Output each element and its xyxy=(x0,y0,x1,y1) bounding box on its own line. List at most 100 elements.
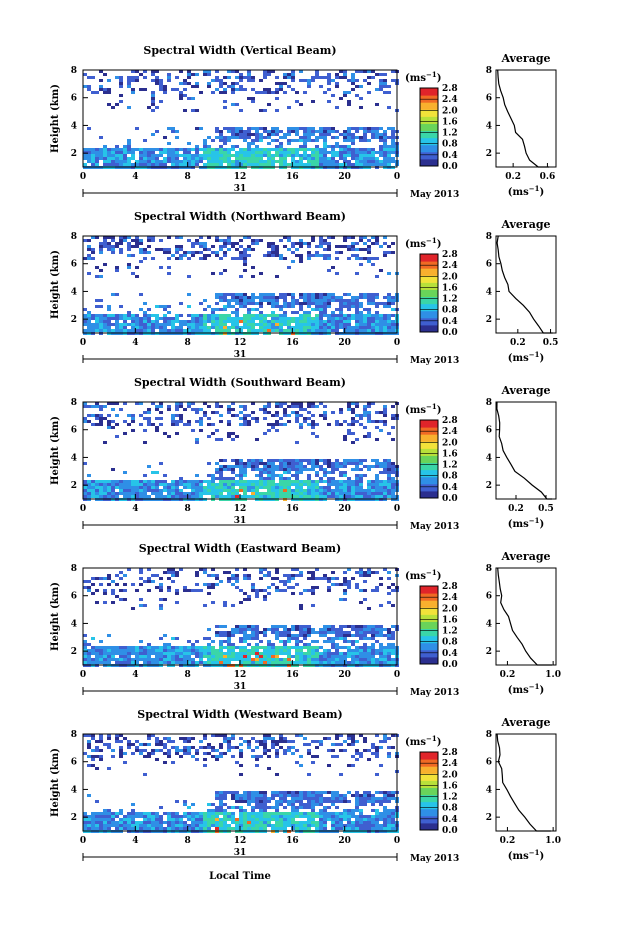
heatmap-cell xyxy=(335,468,339,471)
heatmap-cell xyxy=(219,405,223,408)
heatmap-cell xyxy=(383,480,387,483)
heatmap-cell xyxy=(215,88,219,91)
heatmap-cell xyxy=(355,640,359,643)
heatmap-cell xyxy=(203,764,207,767)
average-x-tick-label: 1.0 xyxy=(545,670,561,680)
heatmap-cell xyxy=(259,827,263,830)
heatmap-cell xyxy=(243,625,247,628)
heatmap-cell xyxy=(351,495,355,498)
heatmap-cell xyxy=(195,82,199,85)
heatmap-cell xyxy=(195,438,199,441)
heatmap-cell xyxy=(351,299,355,302)
heatmap-cell xyxy=(291,628,295,631)
heatmap-cell xyxy=(163,91,167,94)
heatmap-cell xyxy=(379,302,383,305)
heatmap-cell xyxy=(295,323,299,326)
heatmap-cell xyxy=(143,815,147,818)
heatmap-cell xyxy=(223,91,227,94)
heatmap-cell xyxy=(83,157,87,160)
heatmap-cell xyxy=(107,658,111,661)
heatmap-cell xyxy=(323,254,327,257)
heatmap-cell xyxy=(219,824,223,827)
heatmap-cell xyxy=(267,495,271,498)
average-y-tick-label: 6 xyxy=(486,260,492,270)
heatmap-cell xyxy=(139,743,143,746)
heatmap-cell xyxy=(319,245,323,248)
heatmap-cell xyxy=(203,411,207,414)
heatmap-cell xyxy=(343,145,347,148)
heatmap-cell xyxy=(191,649,195,652)
heatmap-cell xyxy=(207,586,211,589)
heatmap-cell xyxy=(171,326,175,329)
heatmap-cell xyxy=(287,649,291,652)
heatmap-cell xyxy=(139,88,143,91)
heatmap-cell xyxy=(219,655,223,658)
heatmap-cell xyxy=(263,812,267,815)
heatmap-cell xyxy=(159,586,163,589)
heatmap-cell xyxy=(207,637,211,640)
heatmap-cell xyxy=(251,139,255,142)
heatmap-cell xyxy=(355,414,359,417)
heatmap-cell xyxy=(291,625,295,628)
heatmap-cell xyxy=(99,85,103,88)
heatmap-cell xyxy=(375,661,379,664)
heatmap-cell xyxy=(339,299,343,302)
colorbar-swatch xyxy=(420,130,438,139)
heatmap-cell xyxy=(363,426,367,429)
heatmap-cell xyxy=(135,824,139,827)
heatmap-cell xyxy=(187,480,191,483)
heatmap-cell xyxy=(175,136,179,139)
heatmap-cell xyxy=(379,652,383,655)
heatmap-cell xyxy=(163,314,167,317)
heatmap-cell xyxy=(379,73,383,76)
heatmap-cell xyxy=(155,79,159,82)
heatmap-cell xyxy=(251,634,255,637)
heatmap-cell xyxy=(103,320,107,323)
heatmap-cell xyxy=(103,145,107,148)
heatmap-cell xyxy=(339,486,343,489)
heatmap-cell xyxy=(175,489,179,492)
heatmap-cell xyxy=(299,465,303,468)
heatmap-cell xyxy=(143,773,147,776)
heatmap-cell xyxy=(255,824,259,827)
heatmap-cell xyxy=(239,646,243,649)
heatmap-cell xyxy=(167,323,171,326)
heatmap-cell xyxy=(123,658,127,661)
heatmap-cell xyxy=(347,100,351,103)
heatmap-cell xyxy=(295,248,299,251)
heatmap-cell xyxy=(219,79,223,82)
heatmap-cell xyxy=(343,658,347,661)
heatmap-cell xyxy=(207,405,211,408)
heatmap-cell xyxy=(127,495,131,498)
heatmap-cell xyxy=(183,646,187,649)
heatmap-cell xyxy=(179,329,183,332)
heatmap-cell xyxy=(115,827,119,830)
heatmap-cell xyxy=(347,477,351,480)
heatmap-cell xyxy=(91,489,95,492)
heatmap-cell xyxy=(151,658,155,661)
heatmap-cell xyxy=(251,637,255,640)
heatmap-cell xyxy=(215,302,219,305)
heatmap-cell xyxy=(263,821,267,824)
heatmap-cell xyxy=(91,236,95,239)
heatmap-cell xyxy=(259,631,263,634)
heatmap-cell xyxy=(127,812,131,815)
heatmap-cell xyxy=(159,483,163,486)
heatmap-cell xyxy=(251,800,255,803)
heatmap-cell xyxy=(155,417,159,420)
heatmap-cell xyxy=(291,465,295,468)
heatmap-cell xyxy=(383,414,387,417)
heatmap-cell xyxy=(131,420,135,423)
heatmap-cell xyxy=(327,492,331,495)
heatmap-cell xyxy=(135,402,139,405)
heatmap-cell xyxy=(143,655,147,658)
colorbar-swatch xyxy=(420,434,438,442)
average-y-tick-label: 2 xyxy=(486,149,492,159)
heatmap-cell xyxy=(327,661,331,664)
panel-title: Spectral Width (Vertical Beam) xyxy=(143,44,336,57)
heatmap-cell xyxy=(99,70,103,73)
heatmap-cell xyxy=(359,317,363,320)
heatmap-cell xyxy=(283,91,287,94)
heatmap-cell xyxy=(219,257,223,260)
heatmap-cell xyxy=(175,480,179,483)
